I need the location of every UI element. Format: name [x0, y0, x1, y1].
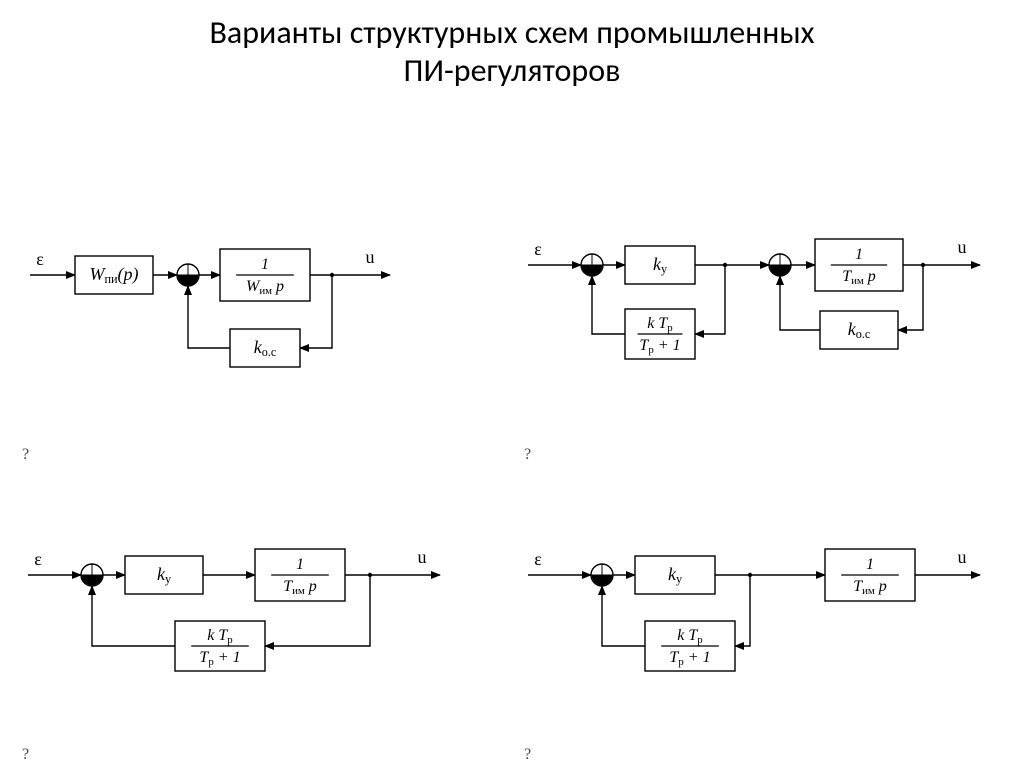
svg-text:Tр + 1: Tр + 1	[669, 649, 710, 668]
qmark-a: ?	[22, 446, 29, 464]
diagram-c-cell: εkу1Tим puk TрTр + 1	[20, 521, 500, 721]
svg-text:u: u	[958, 237, 967, 257]
title-line2: ПИ-регуляторов	[404, 51, 621, 90]
qmark-d: ?	[524, 746, 531, 764]
diagram-b: εkуk TрTр + 11Tим pukо.с	[520, 211, 1010, 391]
diagram-c: εkу1Tим puk TрTр + 1	[20, 521, 500, 701]
svg-text:Tр + 1: Tр + 1	[199, 649, 240, 668]
svg-text:1: 1	[866, 556, 874, 573]
qmark-c: ?	[22, 746, 29, 764]
diagram-d-cell: εkу1Tим puk TрTр + 1	[520, 521, 1010, 721]
qmark-b: ?	[524, 446, 531, 464]
svg-text:u: u	[418, 547, 427, 567]
svg-text:1: 1	[296, 556, 304, 573]
svg-text:ε: ε	[534, 549, 542, 569]
svg-text:ε: ε	[34, 549, 42, 569]
diagram-b-cell: εkуk TрTр + 11Tим pukо.с	[520, 211, 1010, 411]
svg-text:ε: ε	[36, 249, 44, 269]
svg-text:1: 1	[855, 246, 863, 263]
svg-text:u: u	[366, 247, 375, 267]
diagram-d: εkу1Tим puk TрTр + 1	[520, 521, 1010, 701]
diagram-a-cell: εWпи(p)1Wим pukо.с	[20, 221, 500, 421]
svg-text:1: 1	[261, 256, 269, 273]
page-title: Варианты структурных схем промышленных П…	[0, 0, 1024, 91]
svg-text:Tр + 1: Tр + 1	[639, 337, 680, 356]
svg-text:ε: ε	[534, 239, 542, 259]
title-line1: Варианты структурных схем промышленных	[210, 13, 815, 52]
diagram-a: εWпи(p)1Wим pukо.с	[20, 221, 500, 401]
svg-text:u: u	[958, 547, 967, 567]
